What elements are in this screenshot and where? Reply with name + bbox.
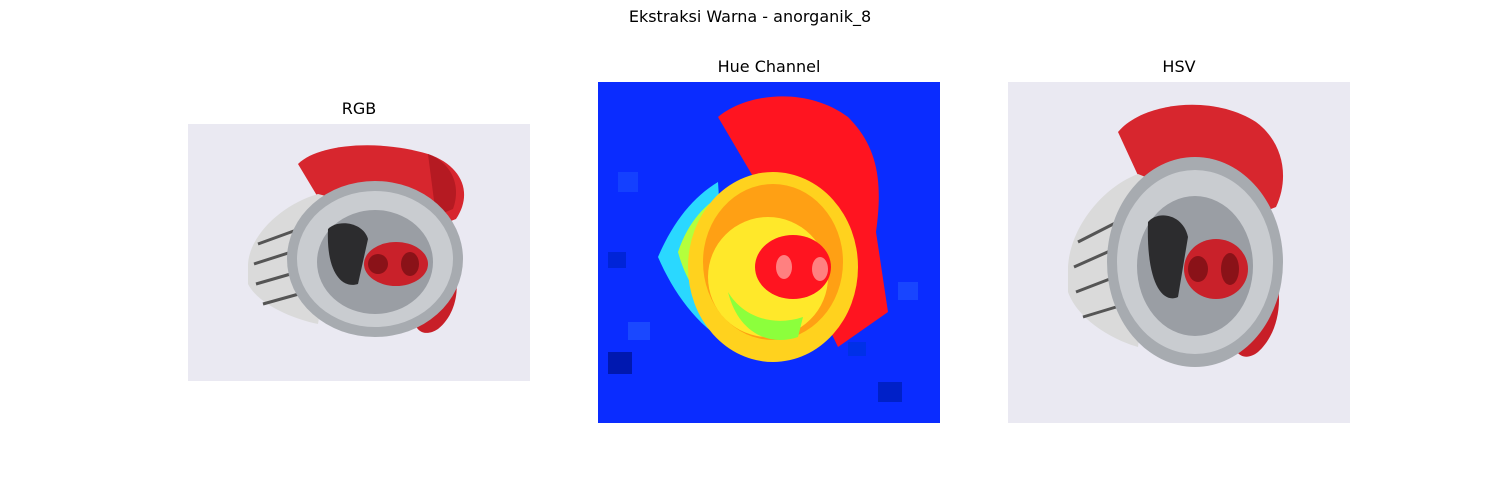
- hue-map-illustration: [598, 82, 940, 423]
- hue-panel-title: Hue Channel: [717, 57, 821, 76]
- hsv-panel-title: HSV: [1162, 57, 1196, 76]
- rgb-can-illustration: [188, 124, 530, 381]
- hue-channel-image: [598, 82, 940, 423]
- figure-title: Ekstraksi Warna - anorganik_8: [628, 7, 872, 26]
- rgb-panel-title: RGB: [341, 99, 377, 118]
- hsv-can-illustration: [1008, 82, 1350, 423]
- rgb-image: [188, 124, 530, 381]
- hsv-image: [1008, 82, 1350, 423]
